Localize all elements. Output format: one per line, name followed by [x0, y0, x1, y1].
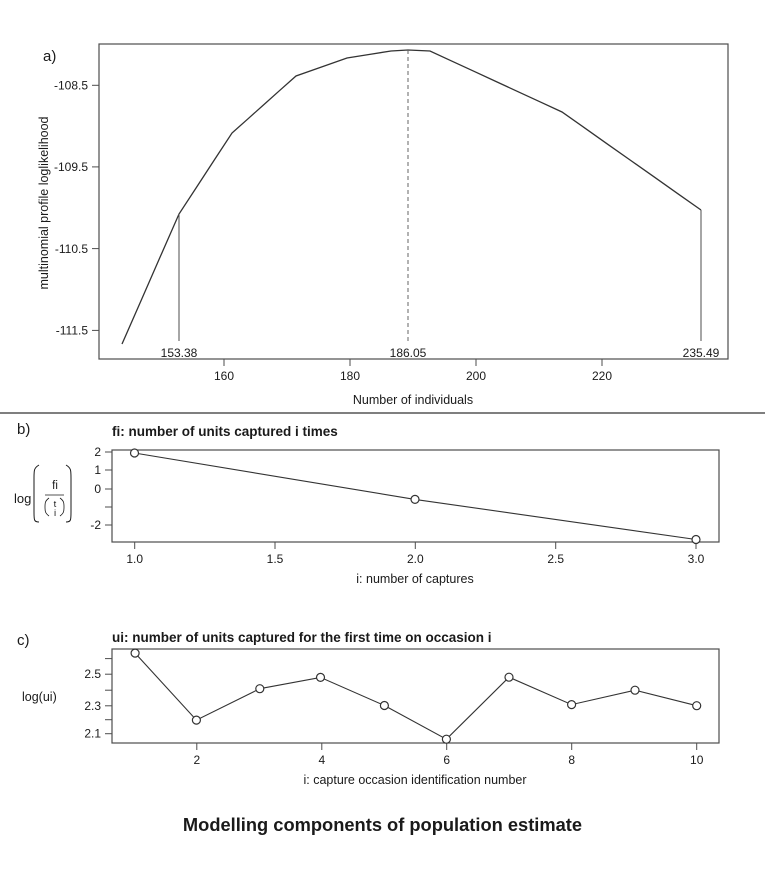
svg-text:b): b) — [17, 421, 30, 438]
svg-text:186.05: 186.05 — [390, 346, 427, 360]
svg-text:0: 0 — [94, 482, 101, 496]
svg-text:fi: number of units captured i: fi: number of units captured i times — [112, 424, 338, 439]
svg-text:i: i — [54, 508, 56, 519]
svg-text:2.0: 2.0 — [407, 552, 424, 566]
svg-text:2.3: 2.3 — [84, 699, 101, 713]
svg-text:ui: number of units captured f: ui: number of units captured for the fir… — [112, 630, 492, 645]
svg-text:4: 4 — [318, 753, 325, 767]
svg-text:Number of individuals: Number of individuals — [353, 393, 473, 407]
svg-text:i: number of captures: i: number of captures — [356, 572, 473, 586]
svg-text:2.5: 2.5 — [547, 552, 564, 566]
svg-text:-110.5: -110.5 — [55, 242, 88, 256]
svg-text:2.1: 2.1 — [84, 727, 101, 741]
svg-text:fi: fi — [52, 480, 58, 492]
svg-text:-108.5: -108.5 — [54, 79, 88, 93]
svg-text:1.5: 1.5 — [267, 552, 284, 566]
svg-text:log: log — [14, 491, 31, 506]
svg-text:2: 2 — [94, 445, 101, 459]
svg-text:180: 180 — [340, 369, 360, 383]
svg-text:a): a) — [43, 48, 56, 65]
svg-text:c): c) — [17, 632, 30, 649]
svg-text:-111.5: -111.5 — [56, 324, 89, 338]
svg-text:160: 160 — [214, 369, 234, 383]
svg-text:2.5: 2.5 — [84, 667, 101, 681]
svg-text:-2: -2 — [90, 518, 101, 532]
svg-text:-109.5: -109.5 — [54, 160, 88, 174]
svg-text:153.38: 153.38 — [161, 346, 198, 360]
svg-text:10: 10 — [690, 753, 704, 767]
svg-text:2: 2 — [193, 753, 200, 767]
svg-text:1.0: 1.0 — [126, 552, 143, 566]
svg-text:3.0: 3.0 — [688, 552, 705, 566]
svg-text:1: 1 — [94, 463, 101, 477]
svg-text:200: 200 — [466, 369, 486, 383]
svg-text:multinomial profile loglikelih: multinomial profile loglikelihood — [37, 116, 51, 289]
svg-text:6: 6 — [443, 753, 450, 767]
svg-text:235.49: 235.49 — [683, 346, 720, 360]
svg-text:8: 8 — [568, 753, 575, 767]
svg-text:i: capture occasion identifica: i: capture occasion identification numbe… — [303, 773, 526, 787]
svg-text:Modelling components of popula: Modelling components of population estim… — [183, 814, 582, 835]
svg-text:log(ui): log(ui) — [22, 690, 57, 704]
svg-text:220: 220 — [592, 369, 612, 383]
